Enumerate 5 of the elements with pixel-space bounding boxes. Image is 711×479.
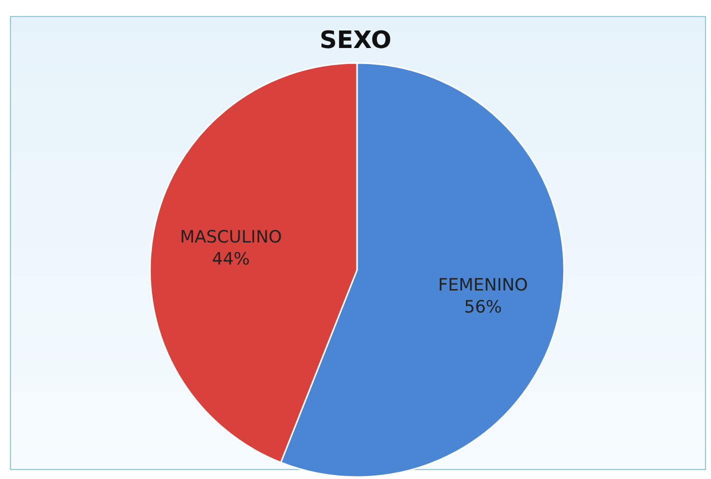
data-label: 44%: [212, 250, 250, 270]
chart-title: SEXO: [318, 26, 392, 54]
slice-label: FEMENINO: [438, 276, 528, 296]
slice-label: MASCULINO: [180, 228, 282, 248]
data-label: 56%: [464, 298, 502, 318]
